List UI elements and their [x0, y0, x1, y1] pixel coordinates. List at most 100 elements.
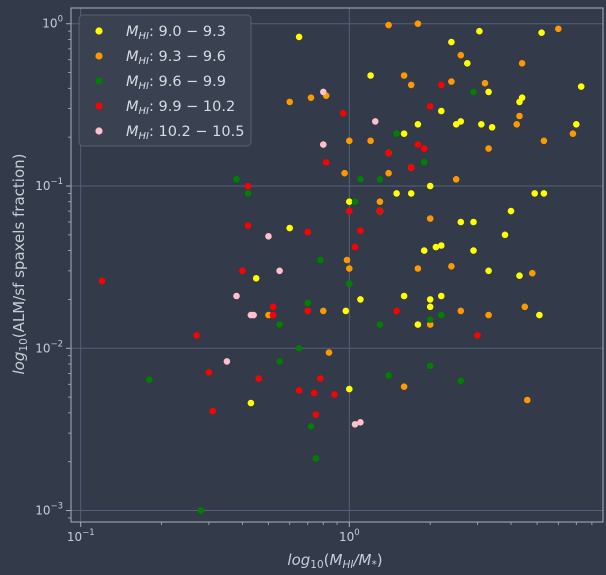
data-point-series-1	[464, 60, 471, 67]
data-points	[98, 20, 585, 514]
data-point-series-2	[448, 78, 455, 85]
data-point-series-2	[414, 265, 422, 272]
data-point-series-2	[414, 20, 422, 28]
data-point-series-1	[516, 272, 523, 280]
data-point-series-5	[351, 421, 359, 428]
data-point-series-2	[320, 307, 327, 315]
y-axis-label: log10(ALM/sf spaxels fraction)	[10, 154, 30, 375]
data-point-series-4	[474, 332, 481, 339]
data-point-series-1	[252, 275, 260, 282]
data-point-series-1	[357, 296, 364, 303]
data-point-series-1	[286, 224, 294, 232]
data-point-series-4	[331, 391, 338, 398]
data-point-series-1	[438, 107, 445, 115]
data-point-series-3	[346, 280, 353, 288]
data-point-series-3	[295, 345, 303, 352]
data-point-series-4	[295, 387, 303, 394]
data-point-series-2	[555, 25, 562, 33]
data-point-series-2	[569, 130, 577, 137]
data-point-series-4	[205, 369, 213, 376]
data-point-series-2	[516, 112, 523, 120]
data-point-series-3	[276, 321, 283, 328]
data-point-series-1	[407, 190, 415, 197]
data-point-series-1	[507, 207, 515, 215]
legend-entry: MHI: 9.0 − 9.3	[126, 24, 226, 42]
data-point-series-1	[400, 130, 408, 137]
data-point-series-1	[485, 88, 492, 96]
data-point-series-3	[317, 256, 324, 264]
legend-marker	[95, 102, 103, 110]
data-point-series-1	[426, 303, 434, 311]
data-point-series-2	[367, 137, 374, 145]
data-point-series-3	[351, 198, 359, 205]
data-point-series-2	[307, 94, 315, 101]
legend-marker	[95, 77, 103, 85]
data-point-series-1	[485, 267, 492, 275]
legend-entry: MHI: 9.9 − 10.2	[126, 99, 235, 117]
data-point-series-2	[540, 137, 548, 145]
data-point-series-2	[481, 79, 489, 87]
data-point-series-5	[233, 292, 240, 300]
data-point-series-2	[524, 396, 531, 404]
data-point-series-1	[531, 190, 538, 197]
data-point-series-1	[414, 121, 422, 128]
data-point-series-4	[304, 228, 312, 236]
data-point-series-1	[573, 121, 580, 128]
legend-entry: MHI: 10.2 − 10.5	[126, 124, 244, 142]
y-tick-label: 10−3	[35, 502, 63, 518]
data-point-series-4	[98, 277, 106, 285]
data-point-series-4	[414, 141, 422, 148]
data-point-series-3	[470, 88, 477, 96]
data-point-series-1	[457, 218, 465, 226]
data-point-series-1	[438, 292, 445, 300]
data-point-series-1	[295, 33, 303, 41]
data-point-series-3	[233, 176, 240, 183]
x-axis-label: log10(MHI/M*)	[287, 551, 382, 571]
data-point-series-4	[393, 307, 400, 315]
data-point-series-3	[357, 176, 364, 183]
data-point-series-4	[209, 407, 216, 415]
data-point-series-1	[478, 121, 485, 128]
data-point-series-1	[540, 190, 548, 197]
data-point-series-1	[426, 182, 434, 190]
data-point-series-5	[223, 358, 231, 365]
data-point-series-5	[265, 233, 272, 240]
legend: MHI: 9.0 − 9.3 MHI: 9.3 − 9.6 MHI: 9.6 − 9…	[78, 14, 252, 147]
y-tick-label: 100	[42, 15, 63, 31]
data-point-series-1	[346, 385, 353, 393]
data-point-series-1	[426, 296, 434, 303]
data-point-series-2	[485, 311, 492, 319]
data-point-series-3	[304, 299, 312, 307]
data-point-series-2	[341, 169, 348, 177]
x-tick-label: 10−1	[67, 528, 95, 544]
data-point-series-3	[276, 358, 283, 365]
data-point-series-2	[513, 121, 520, 128]
data-point-series-1	[501, 231, 509, 239]
data-point-series-2	[400, 72, 408, 79]
data-point-series-1	[420, 247, 428, 254]
data-point-series-5	[320, 88, 327, 96]
data-point-series-2	[343, 256, 351, 264]
data-point-series-1	[367, 72, 374, 79]
data-point-series-4	[385, 149, 392, 157]
data-point-series-4	[346, 207, 353, 215]
data-point-series-4	[407, 164, 415, 171]
data-point-series-4	[239, 267, 246, 275]
data-point-series-1	[346, 198, 353, 205]
data-point-series-5	[320, 141, 327, 148]
data-point-series-4	[340, 110, 347, 117]
data-point-series-4	[310, 389, 318, 397]
data-point-series-1	[536, 311, 543, 319]
data-point-series-1	[414, 321, 422, 328]
data-point-series-4	[304, 307, 312, 315]
legend-marker	[95, 127, 103, 135]
data-point-series-3	[438, 311, 445, 319]
data-point-series-4	[193, 332, 200, 339]
data-point-series-3	[420, 159, 428, 166]
data-point-series-2	[518, 60, 526, 67]
data-point-series-4	[426, 103, 434, 110]
data-point-series-2	[457, 307, 465, 315]
data-point-series-2	[400, 383, 408, 391]
data-point-series-1	[438, 242, 445, 249]
data-point-series-5	[276, 267, 283, 275]
